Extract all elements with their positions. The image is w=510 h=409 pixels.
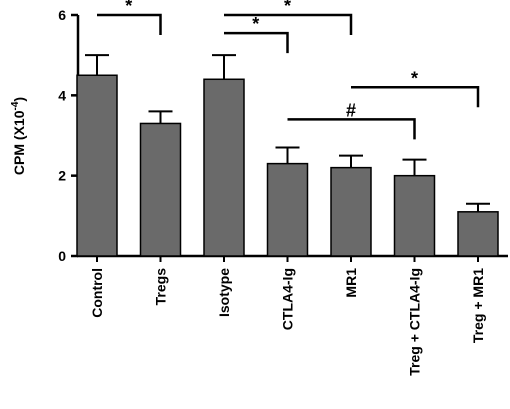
bar-treg-ctla4-ig <box>393 174 436 257</box>
x-tick-label: MR1 <box>343 268 359 298</box>
significance-marker: * <box>411 68 418 88</box>
x-tick-label: Treg + CTLA4-Ig <box>407 268 423 376</box>
significance-marker: * <box>284 0 291 16</box>
bar-isotype <box>203 78 245 257</box>
significance-bracket <box>287 118 416 140</box>
significance-bracket <box>351 86 480 108</box>
x-tick-label: Isotype <box>216 268 232 317</box>
error-bars <box>85 54 490 212</box>
bars <box>76 74 499 257</box>
bar-ctla4-ig <box>266 162 309 257</box>
y-tick-label: 0 <box>58 248 66 264</box>
significance-bracket <box>97 13 162 35</box>
significance-bracket <box>224 13 353 35</box>
bar-control <box>76 74 118 257</box>
bar-treg-mr1 <box>457 211 499 257</box>
bar-mr1 <box>330 166 372 257</box>
significance-brackets: * * * * # <box>97 0 480 140</box>
x-tick-label: CTLA4-Ig <box>280 268 296 330</box>
y-tick-label: 2 <box>58 168 66 184</box>
bar-tregs <box>139 122 182 257</box>
significance-marker: * <box>125 0 132 16</box>
significance-bracket <box>224 31 289 54</box>
significance-marker: # <box>346 100 356 120</box>
y-tick-label: 6 <box>58 7 66 23</box>
x-tick-label: Control <box>89 268 105 318</box>
y-axis-label: CPM (X10-4) <box>10 97 27 175</box>
x-tick-label: Tregs <box>153 268 169 306</box>
axis-labels: 0 2 4 6 Control Tregs Isotype CTLA4-Ig MR1 Treg +… <box>10 7 486 376</box>
significance-marker: * <box>252 14 259 34</box>
x-tick-label: Treg + MR1 <box>470 268 486 343</box>
y-tick-label: 4 <box>58 87 66 103</box>
